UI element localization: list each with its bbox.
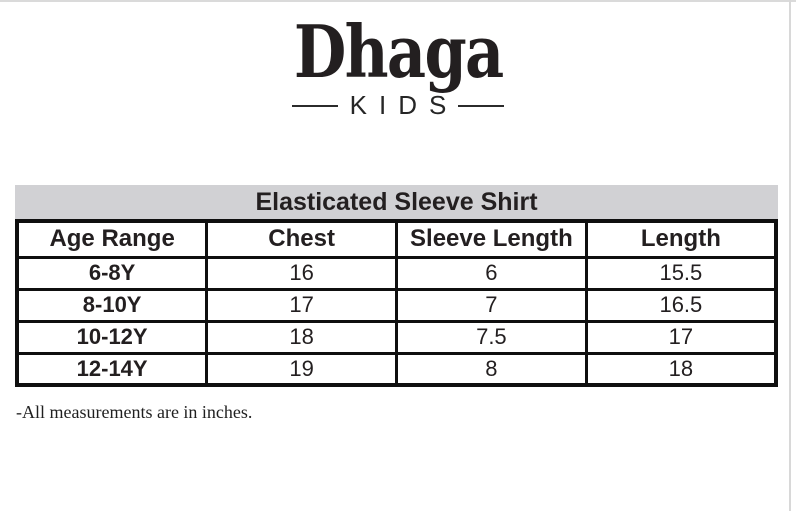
- length-cell: 15.5: [584, 255, 778, 291]
- sleeve-length-cell: 8: [395, 351, 588, 387]
- chest-cell: 16: [205, 255, 398, 291]
- brand-name: Dhaga: [293, 9, 504, 94]
- table-header-row: Age Range Chest Sleeve Length Length: [15, 219, 778, 259]
- sleeve-length-cell: 6: [395, 255, 588, 291]
- column-header-age-range: Age Range: [15, 219, 209, 259]
- page-right-edge-line: [789, 0, 791, 511]
- table-row: 6-8Y 16 6 15.5: [15, 255, 778, 291]
- brand-subtitle-row: KIDS: [0, 90, 796, 121]
- age-range-cell: 12-14Y: [15, 351, 209, 387]
- column-header-length: Length: [584, 219, 778, 259]
- measurements-footnote: -All measurements are in inches.: [16, 402, 253, 422]
- length-cell: 17: [584, 319, 778, 355]
- sleeve-length-cell: 7.5: [395, 319, 588, 355]
- chest-cell: 17: [205, 287, 398, 323]
- column-header-chest: Chest: [205, 219, 398, 259]
- length-cell: 16.5: [584, 287, 778, 323]
- subtitle-divider-line-right: [458, 104, 505, 107]
- table-row: 8-10Y 17 7 16.5: [15, 287, 778, 323]
- page-top-edge-line: [0, 0, 796, 2]
- size-chart-table: Age Range Chest Sleeve Length Length 6-8…: [15, 219, 778, 387]
- subtitle-divider-line-left: [291, 104, 338, 107]
- chest-cell: 19: [205, 351, 398, 387]
- brand-subtitle: KIDS: [349, 90, 459, 120]
- size-chart-title-band: Elasticated Sleeve Shirt: [15, 185, 778, 219]
- age-range-cell: 6-8Y: [15, 255, 209, 291]
- table-row: 10-12Y 18 7.5 17: [15, 319, 778, 355]
- size-chart: Elasticated Sleeve Shirt Age Range Chest…: [15, 185, 778, 387]
- size-chart-title: Elasticated Sleeve Shirt: [255, 187, 538, 216]
- age-range-cell: 10-12Y: [15, 319, 209, 355]
- table-row: 12-14Y 19 8 18: [15, 351, 778, 387]
- brand-logo: Dhaga: [0, 0, 796, 90]
- age-range-cell: 8-10Y: [15, 287, 209, 323]
- length-cell: 18: [584, 351, 778, 387]
- column-header-sleeve-length: Sleeve Length: [395, 219, 588, 259]
- chest-cell: 18: [205, 319, 398, 355]
- sleeve-length-cell: 7: [395, 287, 588, 323]
